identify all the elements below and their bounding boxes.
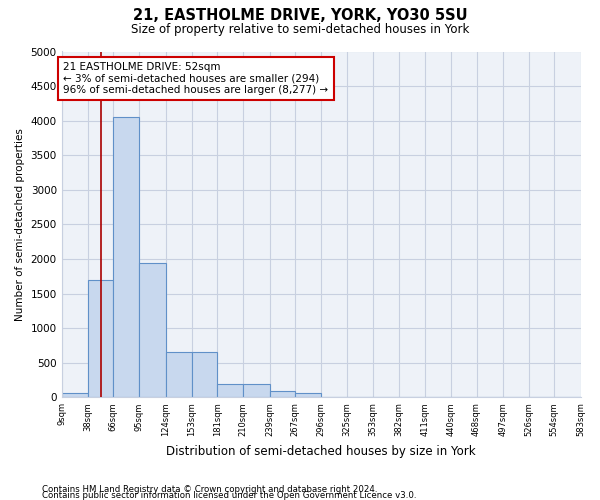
Bar [217,384,244,398]
Text: Contains public sector information licensed under the Open Government Licence v3: Contains public sector information licen… [42,490,416,500]
Y-axis label: Number of semi-detached properties: Number of semi-detached properties [15,128,25,321]
Bar [139,262,166,398]
Bar [166,352,192,398]
Bar [192,352,217,398]
Text: 21, EASTHOLME DRIVE, YORK, YO30 5SU: 21, EASTHOLME DRIVE, YORK, YO30 5SU [133,8,467,22]
Text: Size of property relative to semi-detached houses in York: Size of property relative to semi-detach… [131,22,469,36]
X-axis label: Distribution of semi-detached houses by size in York: Distribution of semi-detached houses by … [166,444,476,458]
Bar [113,117,139,398]
Text: 21 EASTHOLME DRIVE: 52sqm
← 3% of semi-detached houses are smaller (294)
96% of : 21 EASTHOLME DRIVE: 52sqm ← 3% of semi-d… [64,62,329,95]
Bar [244,384,269,398]
Bar [62,394,88,398]
Bar [295,394,321,398]
Bar [269,391,295,398]
Text: Contains HM Land Registry data © Crown copyright and database right 2024.: Contains HM Land Registry data © Crown c… [42,484,377,494]
Bar [88,280,113,398]
